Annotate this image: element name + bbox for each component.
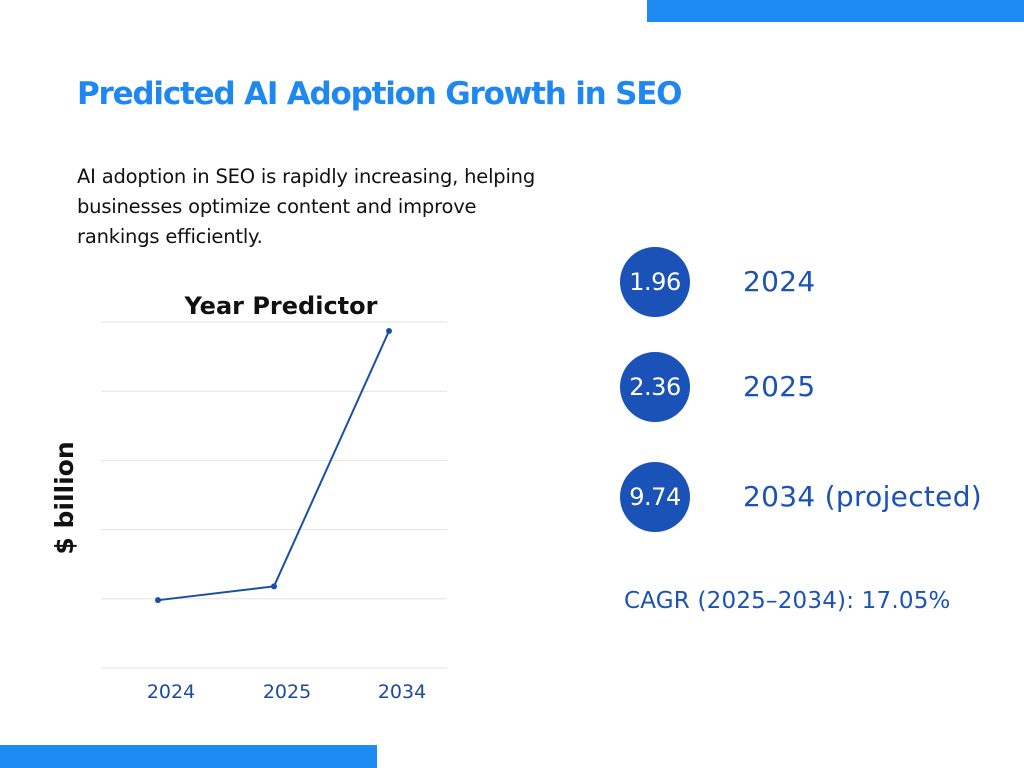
x-tick-label: 2025	[263, 681, 311, 703]
stat-value-circle: 2.36	[620, 352, 690, 422]
stat-2034: 9.74 2034 (projected)	[620, 462, 1020, 534]
chart-title: Year Predictor	[184, 292, 378, 320]
series-line	[157, 330, 390, 602]
cagr-text: CAGR (2025–2034): 17.05%	[624, 588, 951, 614]
top-accent-bar	[647, 0, 1024, 22]
data-point-2025	[271, 583, 277, 590]
stat-2024: 1.96 2024	[620, 247, 1020, 319]
bottom-accent-bar	[0, 745, 377, 768]
data-point-2034	[386, 327, 392, 334]
stat-year-label: 2025	[743, 370, 816, 403]
page-description: AI adoption in SEO is rapidly increasing…	[77, 165, 536, 248]
data-point-2024	[155, 597, 161, 604]
line-chart: Year Predictor $ billion 2024 2025 2034	[50, 292, 447, 703]
stat-2025: 2.36 2025	[620, 352, 1020, 424]
x-tick-label: 2034	[378, 681, 426, 703]
stat-value-circle: 1.96	[620, 247, 690, 317]
x-tick-label: 2024	[147, 681, 195, 703]
y-axis-label: $ billion	[50, 441, 79, 554]
stat-year-label: 2024	[743, 265, 816, 298]
page-title: Predicted AI Adoption Growth in SEO	[77, 76, 683, 112]
stat-value-circle: 9.74	[620, 462, 690, 532]
stat-year-label: 2034 (projected)	[743, 480, 982, 513]
